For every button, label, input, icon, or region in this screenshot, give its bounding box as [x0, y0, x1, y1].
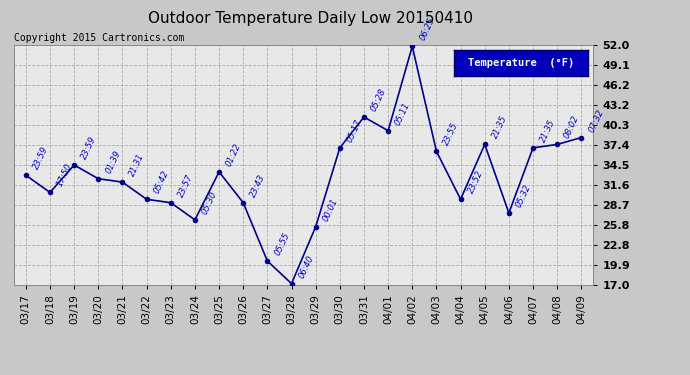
Text: Outdoor Temperature Daily Low 20150410: Outdoor Temperature Daily Low 20150410 — [148, 11, 473, 26]
Text: 00:01: 00:01 — [322, 196, 339, 222]
Text: 05:17: 05:17 — [346, 118, 364, 144]
Text: 21:35: 21:35 — [491, 114, 509, 140]
Text: 01:39: 01:39 — [104, 148, 122, 174]
Text: 06:25: 06:25 — [418, 16, 436, 42]
Text: 05:32: 05:32 — [515, 183, 533, 209]
Text: 05:30: 05:30 — [201, 190, 219, 216]
Text: 23:57: 23:57 — [177, 172, 195, 198]
Text: 17:50: 17:50 — [56, 162, 74, 188]
Text: 07:32: 07:32 — [587, 108, 605, 134]
Text: 01:22: 01:22 — [225, 142, 243, 168]
Text: 05:55: 05:55 — [273, 231, 291, 257]
Text: 05:11: 05:11 — [394, 100, 412, 126]
Text: 08:02: 08:02 — [563, 114, 581, 140]
Text: 05:28: 05:28 — [370, 87, 388, 113]
Text: 21:31: 21:31 — [128, 152, 146, 178]
Text: 23:43: 23:43 — [249, 172, 267, 198]
Text: 23:52: 23:52 — [466, 169, 484, 195]
Text: 23:59: 23:59 — [80, 135, 98, 161]
Text: 21:35: 21:35 — [539, 118, 557, 144]
Text: 06:40: 06:40 — [297, 254, 315, 279]
Text: 23:55: 23:55 — [442, 121, 460, 147]
Text: 23:59: 23:59 — [32, 145, 50, 171]
Text: 05:42: 05:42 — [152, 169, 170, 195]
Text: Copyright 2015 Cartronics.com: Copyright 2015 Cartronics.com — [14, 33, 184, 43]
